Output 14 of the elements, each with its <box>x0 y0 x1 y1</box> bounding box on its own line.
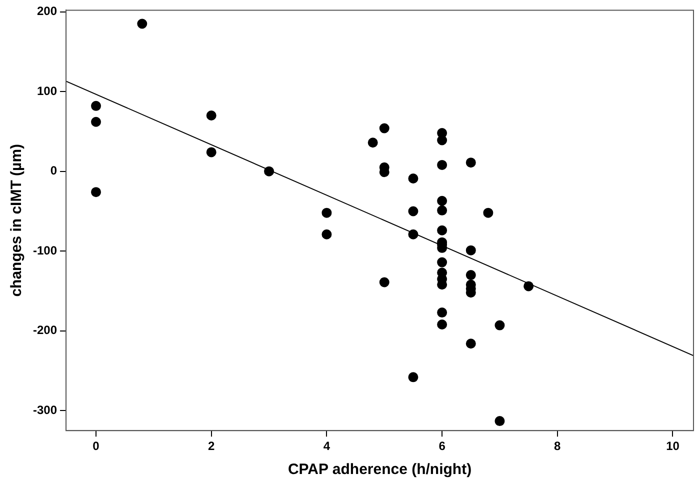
x-tick-label: 8 <box>554 439 562 454</box>
y-tick-label: -100 <box>32 243 58 258</box>
y-tick-label: 0 <box>50 164 58 178</box>
y-tick-label: 100 <box>36 84 58 98</box>
x-tick-label: 2 <box>208 439 216 454</box>
x-tick-label: 10 <box>666 439 680 454</box>
x-tick-label: 0 <box>92 439 100 454</box>
y-tick-label: -300 <box>32 402 58 417</box>
y-axis-title: changes in cIMT (µm) <box>8 144 26 297</box>
x-tick-label: 6 <box>438 439 446 454</box>
x-tick-label: 4 <box>323 439 330 454</box>
y-tick-label: -200 <box>32 323 58 338</box>
y-tick-label: 200 <box>36 4 58 18</box>
x-axis-title: CPAP adherence (h/night) <box>288 461 472 478</box>
